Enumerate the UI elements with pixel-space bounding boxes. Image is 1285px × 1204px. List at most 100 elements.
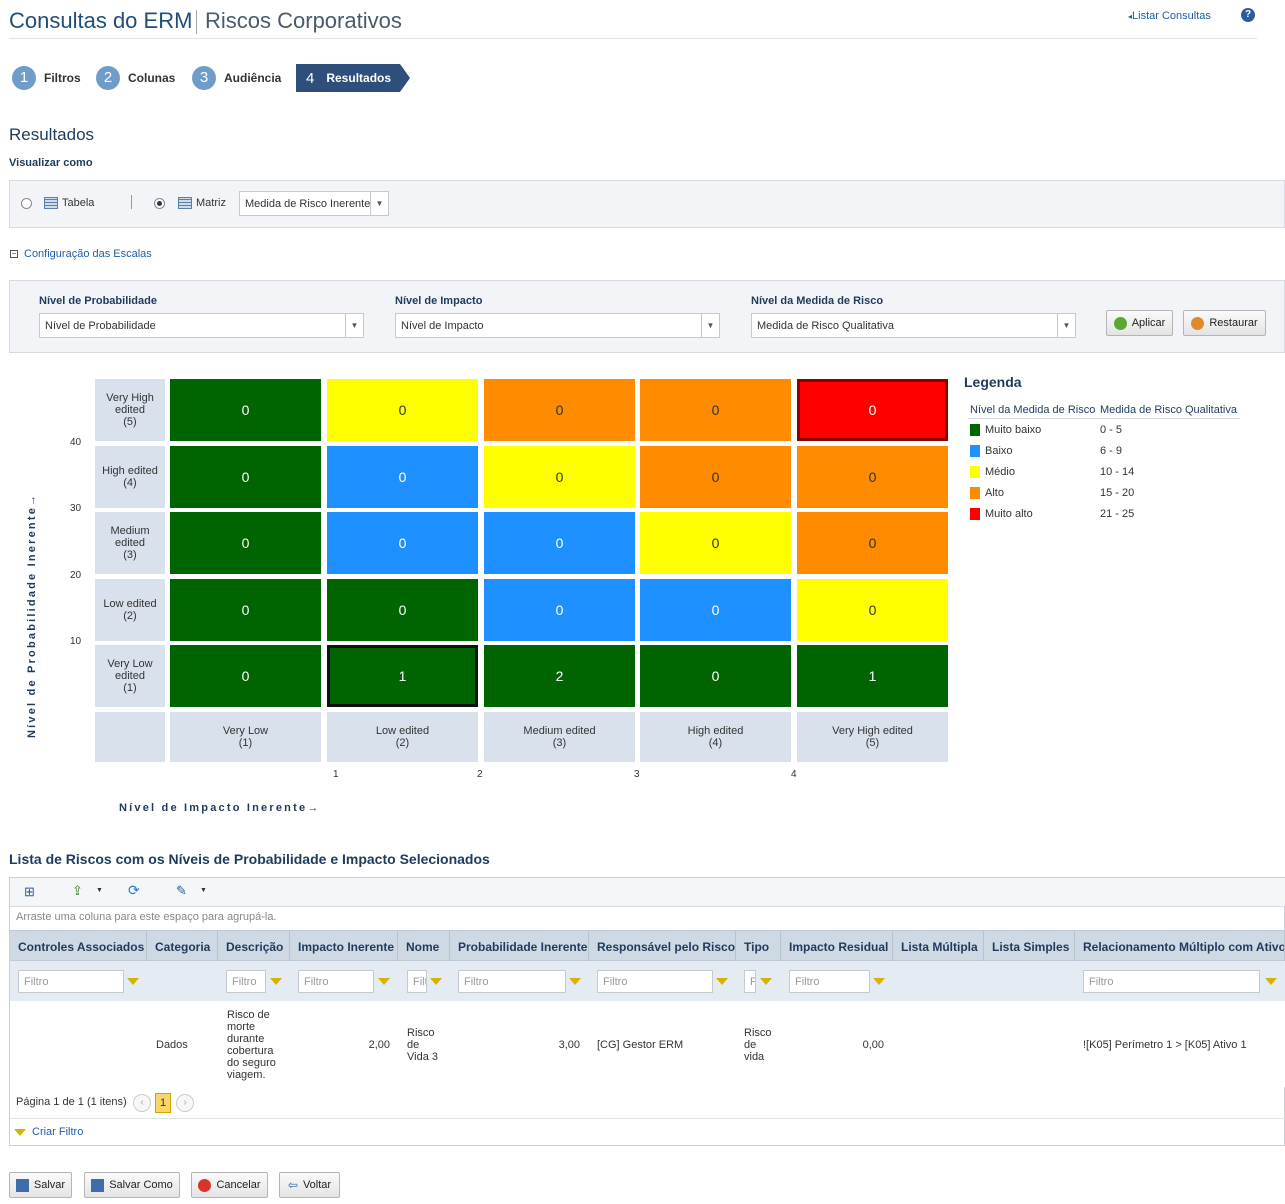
col-nome[interactable]: Nome — [398, 931, 450, 962]
matrix-cell[interactable]: 0 — [640, 379, 791, 441]
chevron-left-icon: ◂ — [1128, 12, 1133, 21]
filter-impacto-input[interactable]: Filtro — [298, 970, 374, 993]
matrix-cell[interactable]: 1 — [797, 645, 948, 707]
col-lista-simples[interactable]: Lista Simples — [984, 931, 1075, 962]
export-icon[interactable]: ⇪ — [72, 883, 83, 898]
filter-icon[interactable] — [127, 978, 139, 985]
legend-item: Alto 15 - 20 — [970, 486, 1134, 500]
step-label: Resultados — [326, 71, 392, 85]
matrix-cell[interactable]: 0 — [640, 512, 791, 574]
col-descricao[interactable]: Descrição — [218, 931, 290, 962]
scale-config-link[interactable]: Configuração das Escalas — [24, 248, 152, 260]
matrix-cell[interactable]: 0 — [170, 512, 321, 574]
save-as-button[interactable]: Salvar Como — [84, 1172, 180, 1198]
filter-relacionamento-input[interactable]: Filtro — [1083, 970, 1260, 993]
filter-impacto-residual-input[interactable]: Filtro — [789, 970, 870, 993]
col-impacto-inerente[interactable]: Impacto Inerente — [290, 931, 398, 962]
y-axis-label: Nível de Probabilidade Inerente→ — [26, 492, 38, 738]
matrix-cell[interactable]: 0 — [327, 579, 478, 641]
next-page-button[interactable]: › — [176, 1094, 194, 1112]
page-1-button[interactable]: 1 — [155, 1093, 171, 1113]
prob-level-select[interactable]: Nível de Probabilidade ▼ — [39, 313, 364, 338]
chevron-down-icon[interactable]: ▼ — [96, 887, 103, 894]
table-row[interactable]: Dados Risco de morte durante cobertura d… — [10, 1001, 1285, 1087]
risk-measure-level-select[interactable]: Medida de Risco Qualitativa ▼ — [751, 313, 1076, 338]
matrix-cell[interactable]: 0 — [484, 379, 635, 441]
filter-controles-input[interactable]: Filtro — [18, 970, 124, 993]
matrix-cell[interactable]: 0 — [327, 379, 478, 441]
filter-descricao-input[interactable]: Filtro — [226, 970, 266, 993]
cancel-button[interactable]: Cancelar — [191, 1172, 268, 1198]
matrix-cell[interactable]: 0 — [797, 446, 948, 508]
matrix-cell[interactable]: 0 — [170, 645, 321, 707]
filter-icon[interactable] — [569, 978, 581, 985]
step-number: 1 — [12, 66, 36, 90]
impact-level-select[interactable]: Nível de Impacto ▼ — [395, 313, 720, 338]
filter-icon[interactable] — [873, 978, 885, 985]
filter-icon[interactable] — [430, 978, 442, 985]
step-columns[interactable]: 2 Colunas — [96, 65, 175, 91]
matrix-cell[interactable]: 0 — [170, 379, 321, 441]
x-axis-label: Nível de Impacto Inerente→ — [119, 802, 321, 814]
collapse-icon[interactable]: − — [10, 249, 18, 258]
prev-page-button[interactable]: ‹ — [133, 1094, 151, 1112]
matrix-cell[interactable]: 0 — [640, 579, 791, 641]
matrix-cell[interactable]: 0 — [797, 579, 948, 641]
step-results[interactable]: 4 Resultados — [296, 64, 410, 92]
group-drop-area[interactable]: Arraste uma coluna para este espaço para… — [16, 911, 277, 923]
row-header-name: High edited — [102, 465, 158, 477]
col-header-name: Very High edited — [832, 725, 913, 737]
matrix-measure-select[interactable]: Medida de Risco Inerente ▼ — [239, 191, 389, 216]
matrix-cell[interactable]: 2 — [484, 645, 635, 707]
apply-button[interactable]: Aplicar — [1106, 310, 1173, 336]
matrix-cell[interactable]: 0 — [484, 446, 635, 508]
chevron-down-icon[interactable]: ▼ — [200, 887, 207, 894]
filter-icon[interactable] — [716, 978, 728, 985]
col-relacionamento[interactable]: Relacionamento Múltiplo com Ativo — [1075, 931, 1285, 962]
col-responsavel[interactable]: Responsável pelo Risco — [589, 931, 736, 962]
filter-tipo-input[interactable]: F — [744, 970, 756, 993]
filter-icon[interactable] — [1265, 978, 1277, 985]
matrix-view-radio[interactable] — [154, 198, 165, 209]
filter-icon[interactable] — [760, 978, 772, 985]
matrix-cell[interactable]: 0 — [327, 512, 478, 574]
restore-button[interactable]: Restaurar — [1183, 310, 1266, 336]
list-queries-link[interactable]: ◂Listar Consultas — [1128, 10, 1211, 22]
filter-icon[interactable] — [270, 978, 282, 985]
filter-icon[interactable] — [378, 978, 390, 985]
matrix-cell[interactable]: 0 — [797, 379, 948, 441]
matrix-cell[interactable]: 0 — [170, 579, 321, 641]
results-heading: Resultados — [9, 125, 95, 144]
step-filters[interactable]: 1 Filtros — [12, 65, 81, 91]
col-categoria[interactable]: Categoria — [147, 931, 218, 962]
legend-item: Baixo 6 - 9 — [970, 444, 1122, 458]
col-header-name: High edited — [687, 725, 744, 737]
impact-level-value: Nível de Impacto — [401, 319, 484, 332]
back-button[interactable]: ⇦ Voltar — [279, 1172, 340, 1198]
step-audience[interactable]: 3 Audiência — [192, 65, 281, 91]
col-probabilidade[interactable]: Probabilidade Inerente — [450, 931, 589, 962]
table-view-radio[interactable] — [21, 198, 32, 209]
matrix-cell[interactable]: 0 — [640, 645, 791, 707]
edit-icon[interactable]: ✎ — [176, 883, 187, 898]
col-controles[interactable]: Controles Associados — [10, 931, 147, 962]
col-lista-multipla[interactable]: Lista Múltipla — [893, 931, 984, 962]
matrix-cell[interactable]: 0 — [484, 512, 635, 574]
filter-probabilidade-input[interactable]: Filtro — [458, 970, 566, 993]
refresh-icon[interactable]: ⟳ — [128, 882, 140, 898]
matrix-cell[interactable]: 0 — [327, 446, 478, 508]
help-icon[interactable]: ? — [1241, 8, 1255, 22]
matrix-cell[interactable]: 0 — [797, 512, 948, 574]
hierarchy-icon[interactable]: ⊞ — [24, 884, 35, 899]
save-button[interactable]: Salvar — [9, 1172, 72, 1198]
filter-nome-input[interactable]: Filt — [407, 970, 427, 993]
col-tipo[interactable]: Tipo — [736, 931, 781, 962]
matrix-cell[interactable]: 1 — [327, 645, 478, 707]
matrix-cell[interactable]: 0 — [170, 446, 321, 508]
col-impacto-residual[interactable]: Impacto Residual — [781, 931, 893, 962]
cell-tipo: Risco de vida — [744, 1027, 772, 1063]
filter-responsavel-input[interactable]: Filtro — [597, 970, 713, 993]
matrix-cell[interactable]: 0 — [640, 446, 791, 508]
matrix-cell[interactable]: 0 — [484, 579, 635, 641]
create-filter-link[interactable]: Criar Filtro — [32, 1126, 84, 1138]
